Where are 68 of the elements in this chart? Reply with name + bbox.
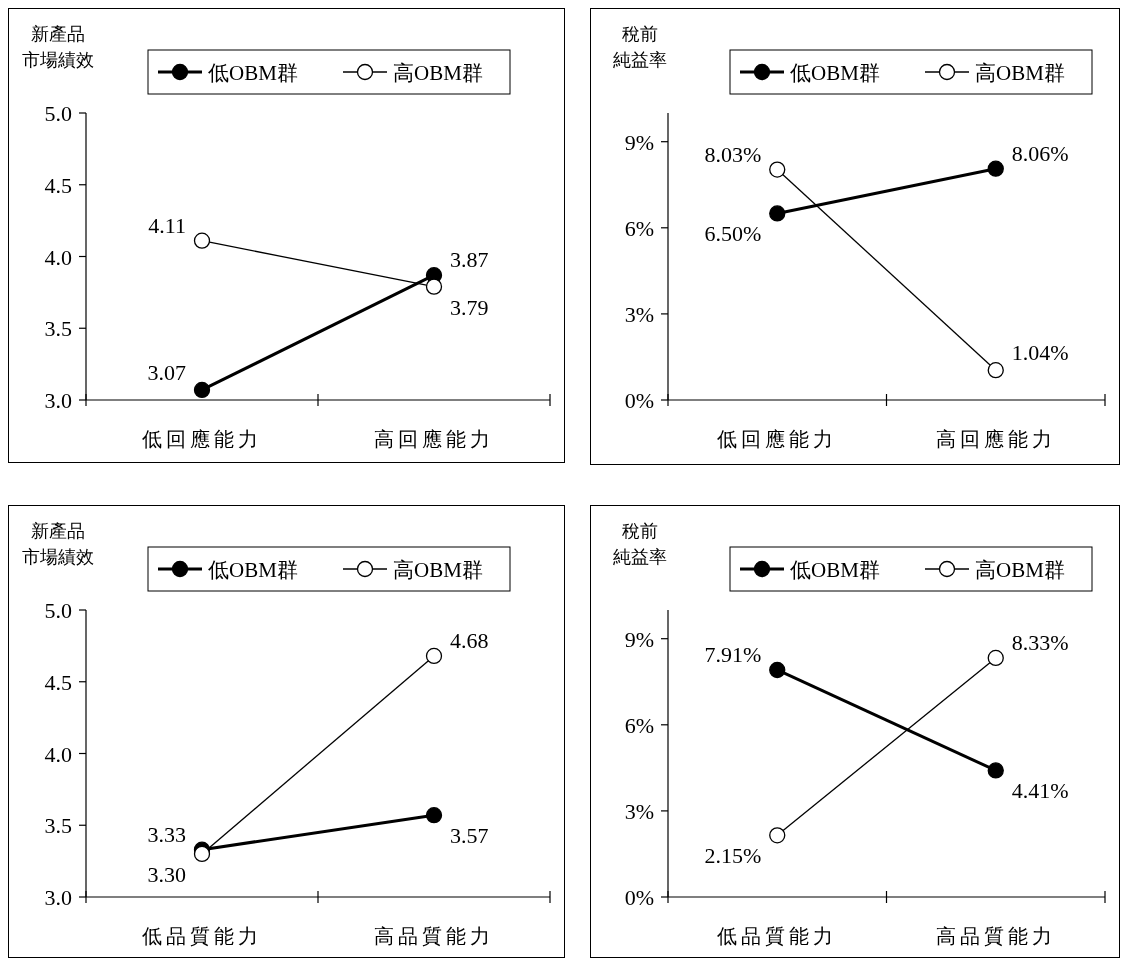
y-tick-label: 4.5 [44,669,72,695]
x-tick-label: 低品質能力 [142,924,262,948]
point [769,205,786,222]
data-label: 3.30 [147,861,186,887]
data-label: 4.41% [1011,778,1069,804]
point [193,381,211,399]
y-tick-label: 3.0 [44,388,72,413]
point [193,232,211,249]
point [769,661,786,679]
x-tick-label: 高回應能力 [935,427,1056,451]
data-label: 4.68 [450,627,489,653]
data-label: 6.50% [704,221,762,247]
x-tick-label: 高回應能力 [374,427,494,451]
data-label: 8.33% [1011,629,1069,655]
point [987,649,1004,667]
y-tick-label: 9% [624,129,654,155]
data-label: 3.33 [147,821,186,847]
y-axis-title: 稅前純益率 [613,520,667,567]
data-label: 3.87 [450,247,489,273]
legend-label: 高OBM群 [393,61,483,85]
point [769,827,786,844]
y-axis-title: 新產品市場績效 [22,23,94,70]
y-tick-label: 3.0 [44,885,72,910]
y-axis-title: 稅前純益率 [613,23,667,70]
legend-label: 低OBM群 [208,61,298,85]
y-tick-label: 9% [624,626,654,652]
x-tick-label: 高品質能力 [935,924,1056,948]
y-tick-label: 4.5 [44,172,72,198]
y-tick-label: 3.5 [44,813,72,839]
y-tick-label: 5.0 [44,598,72,623]
legend-label: 高OBM群 [975,61,1065,85]
point [987,762,1004,779]
point [769,161,786,178]
data-label: 3.57 [450,823,489,849]
y-tick-label: 3.5 [44,316,72,342]
data-label: 3.07 [147,359,186,385]
legend-label: 高OBM群 [393,558,483,582]
y-tick-label: 0% [624,885,654,910]
data-label: 3.79 [450,294,489,320]
point [425,647,443,665]
x-tick-label: 低回應能力 [717,427,838,451]
y-tick-label: 3% [624,301,654,327]
data-label: 1.04% [1011,340,1069,366]
data-label: 7.91% [704,641,762,667]
x-tick-label: 低品質能力 [717,924,838,948]
y-tick-label: 3% [624,798,654,824]
point [425,807,443,824]
data-label: 8.03% [704,141,762,167]
legend-label: 低OBM群 [790,61,880,85]
point [987,362,1004,379]
x-tick-label: 低回應能力 [142,427,262,451]
legend-label: 低OBM群 [790,558,880,582]
point [987,160,1004,177]
data-label: 4.11 [148,212,186,238]
y-tick-label: 6% [624,712,654,738]
y-tick-label: 4.0 [44,244,72,270]
legend-label: 低OBM群 [208,558,298,582]
y-tick-label: 4.0 [44,741,72,767]
x-tick-label: 高品質能力 [374,924,494,948]
y-tick-label: 5.0 [44,101,72,126]
point [425,278,443,295]
data-label: 2.15% [704,843,762,869]
y-tick-label: 0% [624,388,654,413]
point [193,845,211,863]
legend-label: 高OBM群 [975,558,1065,582]
data-label: 8.06% [1011,140,1069,166]
y-axis-title: 新產品市場績效 [22,520,94,567]
y-tick-label: 6% [624,215,654,241]
